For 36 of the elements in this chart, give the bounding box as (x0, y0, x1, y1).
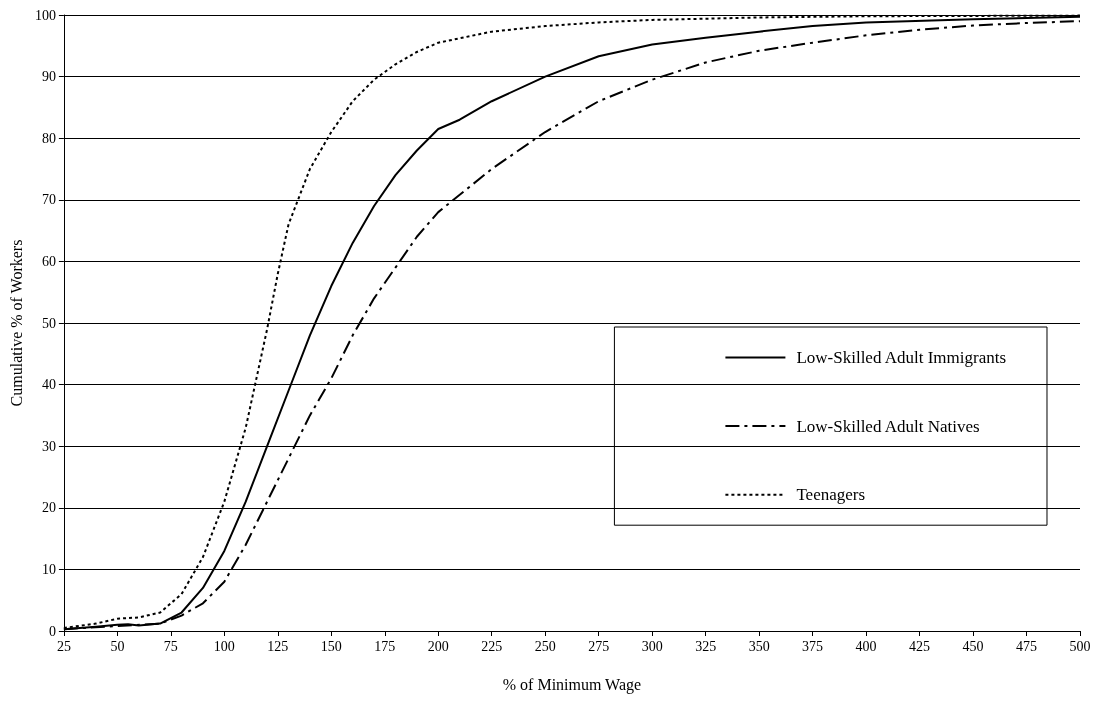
x-tick-label: 125 (267, 638, 289, 654)
x-tick-label: 175 (374, 638, 396, 654)
x-tick-label: 250 (534, 638, 556, 654)
y-tick-label: 70 (41, 192, 56, 208)
x-tick-label: 300 (641, 638, 663, 654)
x-tick-label: 200 (427, 638, 449, 654)
x-tick-label: 275 (588, 638, 610, 654)
legend-label: Teenagers (796, 485, 866, 505)
x-tick-label: 150 (320, 638, 342, 654)
y-tick-label: 90 (41, 69, 56, 85)
y-tick-label: 80 (41, 130, 56, 146)
legend-label: Low-Skilled Adult Natives (796, 416, 980, 436)
y-tick-label: 100 (34, 7, 56, 23)
y-tick-label: 30 (41, 438, 56, 454)
x-tick-label: 425 (909, 638, 931, 654)
y-tick-label: 50 (41, 315, 56, 331)
y-tick-label: 10 (41, 561, 56, 577)
x-tick-label: 75 (163, 638, 178, 654)
y-tick-label: 40 (41, 377, 56, 393)
legend-label: Low-Skilled Adult Immigrants (796, 348, 1007, 367)
x-tick-label: 325 (695, 638, 717, 654)
x-tick-label: 225 (481, 638, 503, 654)
x-tick-label: 50 (110, 638, 125, 654)
x-tick-label: 475 (1016, 638, 1038, 654)
y-axis-title: Cumulative % of Workers (7, 239, 25, 407)
x-tick-label: 25 (56, 638, 71, 654)
x-tick-label: 100 (213, 638, 235, 654)
x-tick-label: 400 (855, 638, 877, 654)
x-tick-label: 375 (802, 638, 824, 654)
x-tick-label: 450 (962, 638, 984, 654)
x-tick-label: 500 (1069, 638, 1091, 654)
y-tick-label: 0 (48, 623, 56, 639)
y-tick-label: 20 (41, 500, 56, 516)
x-axis-title: % of Minimum Wage (502, 675, 642, 694)
y-tick-label: 60 (41, 253, 56, 269)
x-tick-label: 350 (748, 638, 770, 654)
